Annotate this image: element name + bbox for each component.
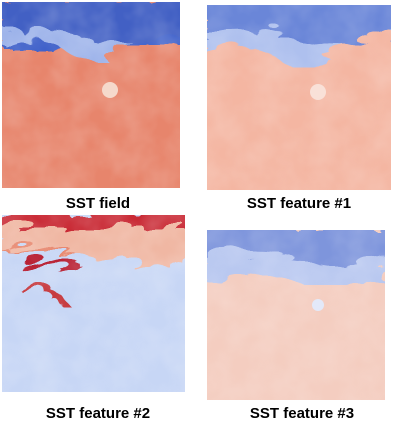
caption: SST feature #1 bbox=[247, 195, 351, 212]
caption: SST feature #2 bbox=[46, 405, 150, 422]
sst-field-image bbox=[2, 2, 180, 188]
sst-feature-2-image bbox=[2, 215, 185, 392]
sst-feature-3-image bbox=[207, 230, 385, 400]
caption: SST field bbox=[66, 195, 130, 212]
caption: SST feature #3 bbox=[250, 405, 354, 422]
sst-feature-1-image bbox=[207, 5, 391, 190]
